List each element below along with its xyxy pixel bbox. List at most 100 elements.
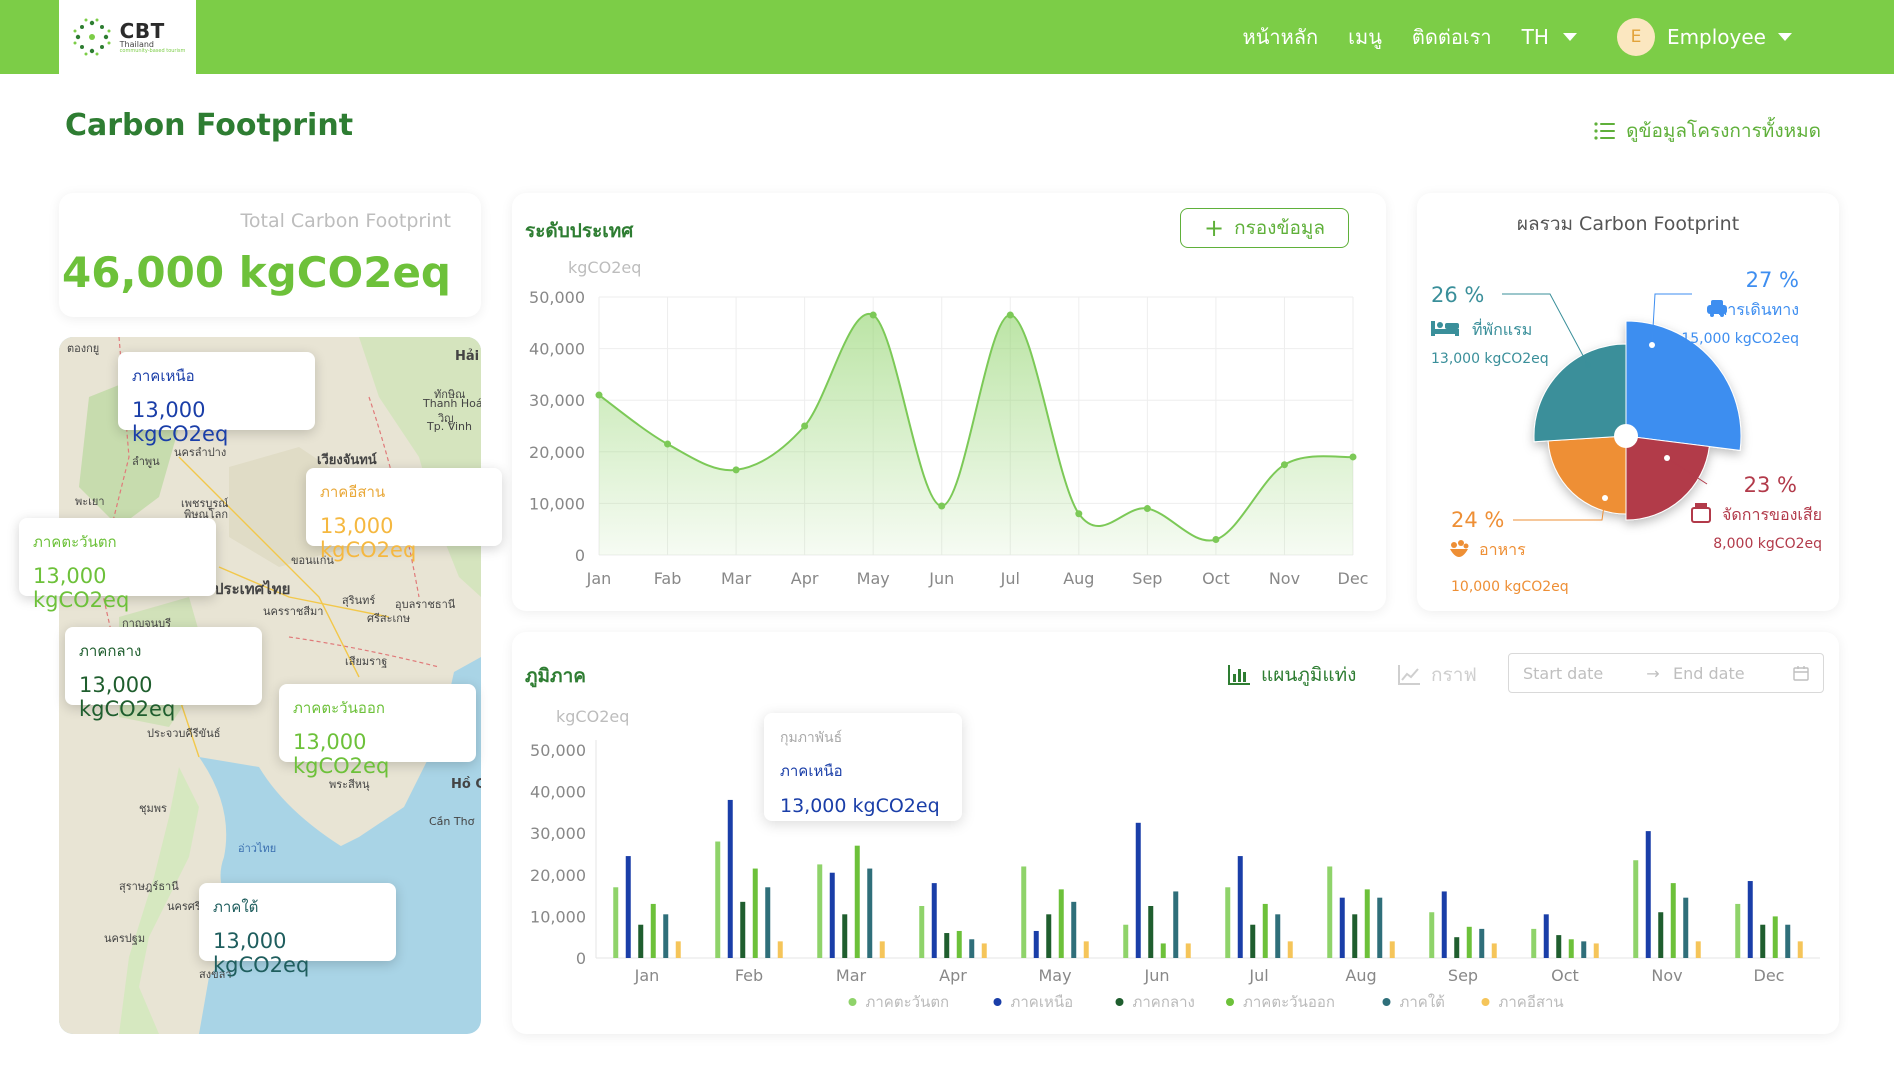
bar[interactable] <box>956 930 962 958</box>
bar[interactable] <box>1160 943 1166 958</box>
bar[interactable] <box>1148 906 1154 958</box>
bar[interactable] <box>829 872 835 958</box>
bar-chart-toggle[interactable]: แผนภูมิแท่ง <box>1227 660 1356 690</box>
bar[interactable] <box>1135 822 1141 958</box>
region-bar-chart[interactable]: kgCO2eq 0 10,000 20,000 30,000 40,000 50,000 Ja… <box>512 632 1839 1034</box>
bar[interactable] <box>931 883 937 958</box>
bar[interactable] <box>981 943 987 958</box>
bar[interactable] <box>638 924 644 958</box>
map-place-label: เพชรบูรณ์ <box>181 497 229 510</box>
bar[interactable] <box>1797 941 1803 958</box>
region-popup-west[interactable]: ภาคตะวันตก 13,000 kgCO2eq <box>19 518 216 612</box>
bar[interactable] <box>1491 943 1497 958</box>
bar[interactable] <box>1237 856 1243 958</box>
pie-slice[interactable] <box>1625 435 1710 521</box>
nav-menu[interactable]: เมนู <box>1348 25 1382 49</box>
bar[interactable] <box>625 856 631 958</box>
bar[interactable] <box>867 868 873 958</box>
bar[interactable] <box>765 887 771 958</box>
bar[interactable] <box>1046 914 1052 958</box>
line-chart-toggle[interactable]: กราฟ <box>1397 660 1477 690</box>
bar[interactable] <box>1735 903 1741 958</box>
bar[interactable] <box>1352 914 1358 958</box>
bar[interactable] <box>1339 897 1345 958</box>
bar[interactable] <box>613 887 619 958</box>
date-range-picker[interactable]: Start date → End date <box>1508 653 1824 693</box>
bar[interactable] <box>1556 935 1562 958</box>
bar[interactable] <box>1568 939 1574 958</box>
y-tick-label: 20,000 <box>530 866 586 885</box>
bar[interactable] <box>650 903 656 958</box>
bar[interactable] <box>944 933 950 958</box>
bar[interactable] <box>1593 943 1599 958</box>
bar[interactable] <box>854 845 860 958</box>
region-popup-northeast[interactable]: ภาคอีสาน 13,000 kgCO2eq <box>306 468 502 562</box>
bar[interactable] <box>1021 866 1027 958</box>
country-area-chart[interactable]: kgCO2eq 0 10,000 20,000 30,000 40,000 50,000 Ja… <box>512 193 1386 611</box>
nav-home[interactable]: หน้าหลัก <box>1242 25 1319 49</box>
bar[interactable] <box>1058 889 1064 958</box>
bar[interactable] <box>1071 901 1077 958</box>
logo[interactable]: CBT Thailand community-based tourism <box>59 0 196 74</box>
bar[interactable] <box>1479 928 1485 958</box>
bar[interactable] <box>777 941 783 958</box>
pie-slice[interactable] <box>1547 435 1627 515</box>
bar[interactable] <box>1645 831 1651 958</box>
bar[interactable] <box>752 868 758 958</box>
bar[interactable] <box>1633 860 1639 958</box>
bar[interactable] <box>969 939 975 958</box>
bar[interactable] <box>1695 941 1701 958</box>
bar[interactable] <box>1083 941 1089 958</box>
bar[interactable] <box>1785 924 1791 958</box>
bar[interactable] <box>1747 881 1753 958</box>
pie-slice[interactable] <box>1533 343 1627 443</box>
bar[interactable] <box>1772 916 1778 958</box>
bar[interactable] <box>1225 887 1231 958</box>
bar[interactable] <box>1262 903 1268 958</box>
user-menu[interactable]: E Employee <box>1616 18 1792 56</box>
bar[interactable] <box>1531 928 1537 958</box>
bar[interactable] <box>715 841 721 958</box>
region-popup-central[interactable]: ภาคกลาง 13,000 kgCO2eq <box>65 627 262 721</box>
bar[interactable] <box>1543 914 1549 958</box>
bar[interactable] <box>842 914 848 958</box>
bar[interactable] <box>663 914 669 958</box>
bar[interactable] <box>727 799 733 958</box>
start-date-input[interactable]: Start date <box>1523 663 1604 683</box>
bar[interactable] <box>1760 924 1766 958</box>
bar[interactable] <box>879 941 885 958</box>
region-popup-east[interactable]: ภาคตะวันออก 13,000 kgCO2eq <box>279 684 476 778</box>
bar[interactable] <box>1389 941 1395 958</box>
bar[interactable] <box>675 941 681 958</box>
bar[interactable] <box>1581 941 1587 958</box>
bar[interactable] <box>1033 930 1039 958</box>
bar[interactable] <box>1173 891 1179 958</box>
bar[interactable] <box>817 864 823 958</box>
bar[interactable] <box>1454 937 1460 958</box>
region-popup-south[interactable]: ภาคใต้ 13,000 kgCO2eq <box>199 883 396 977</box>
bar[interactable] <box>1275 914 1281 958</box>
nav-contact[interactable]: ติดต่อเรา <box>1411 25 1492 49</box>
bar[interactable] <box>1670 883 1676 958</box>
language-selector[interactable]: TH <box>1522 25 1577 49</box>
bar[interactable] <box>1123 924 1129 958</box>
bar[interactable] <box>1364 889 1370 958</box>
bar[interactable] <box>1377 897 1383 958</box>
bar[interactable] <box>740 901 746 958</box>
bar[interactable] <box>1466 926 1472 958</box>
filter-button[interactable]: + กรองข้อมูล <box>1180 208 1349 248</box>
bar[interactable] <box>919 906 925 958</box>
bar[interactable] <box>1683 897 1689 958</box>
bar[interactable] <box>1250 924 1256 958</box>
carbon-pie-chart[interactable]: 27 % การเดินทาง 15,000 kgCO2eq 26 % ที่พ… <box>1417 193 1839 611</box>
pie-slice[interactable] <box>1625 320 1742 451</box>
bar[interactable] <box>1327 866 1333 958</box>
bar[interactable] <box>1287 941 1293 958</box>
bar[interactable] <box>1658 912 1664 958</box>
all-projects-link[interactable]: ดูข้อมูลโครงการทั้งหมด <box>1594 116 1821 146</box>
region-popup-north[interactable]: ภาคเหนือ 13,000 kgCO2eq <box>118 352 315 446</box>
end-date-input[interactable]: End date <box>1673 663 1745 683</box>
bar[interactable] <box>1429 912 1435 958</box>
bar[interactable] <box>1185 943 1191 958</box>
bar[interactable] <box>1441 891 1447 958</box>
